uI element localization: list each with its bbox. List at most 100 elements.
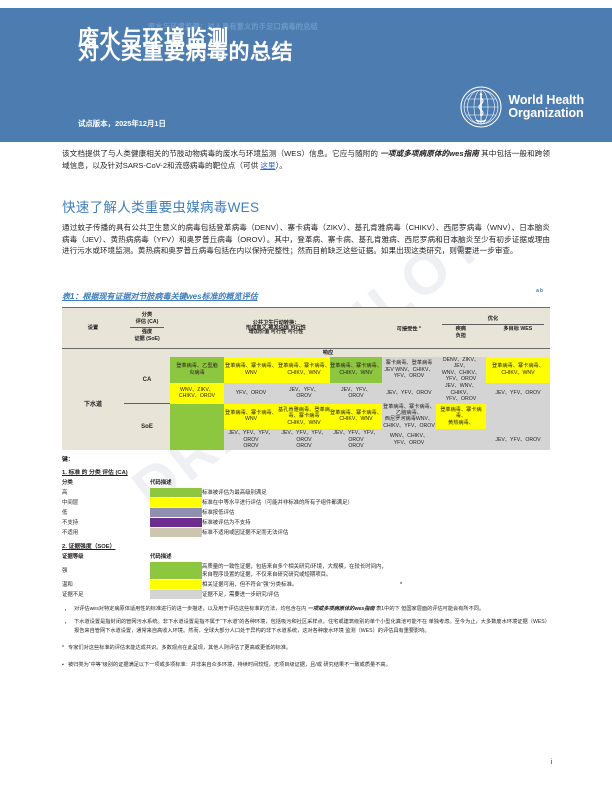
cell-ca-2-b: WNV: [244, 369, 258, 376]
who-org-name: World Health Organization: [508, 94, 584, 120]
legend-desc-strong-b: 来自程序设置的证据，不仅来自研究研究或短期项目。: [202, 572, 332, 579]
header-ghost-text: 废水与环境监测：对人具有意义的手足口病毒的总结: [148, 22, 318, 31]
cell-soesub-5-b: YFV、OROV: [393, 439, 425, 446]
footnote-d-text1: 被归类为“中等”级别的证据满足以下一项或多项标准：并非来自众多环境，持续时间较短…: [68, 662, 322, 669]
cell-soesub-5-a: WNV、CHIKV、: [389, 433, 429, 440]
cell-ca-6-a: DENV、ZIKV、JEV、: [442, 356, 480, 370]
cell-soesub-4: JEV、YFV、YFV、OROV OROV: [330, 429, 382, 451]
legend-item: 中间层 标准在中等水平进行评估（可能并非标准的所有子组件都满足）: [62, 497, 442, 507]
section-paragraph: 通过蚊子传播的具有公共卫生意义的病毒包括登革病毒（DENV）、寨卡病毒（ZIKV…: [62, 223, 550, 256]
footnote-b: ▪ 下水道设置是指封闭的管网污水系统。非下水道设置是指不属于“下水道”的各种环境…: [62, 618, 550, 634]
th-optimization-rule: [442, 323, 544, 325]
legend-desc-moderate: 相关证据可用，但不符合“强”分类标准。 d: [202, 579, 442, 589]
cell-ca-1-a: 登革病毒、乙型脑: [176, 363, 218, 370]
cell-ca-4: 登革病毒、寨卡病毒、 CHIKV、WNV: [330, 356, 382, 383]
cell-casub-1-a: WNV、ZIKV、: [179, 386, 214, 393]
legend-label-insufficient: 证据不足: [62, 592, 84, 599]
wes-assessment-table: 设置 分类 评估 (CA) 强度 证据 (SoE) 公共卫生行动转换： 形成意义…: [62, 306, 550, 451]
cell-soe-6-a: 登革病毒、寨卡病毒、: [440, 406, 482, 420]
cell-soesub-5: WNV、CHIKV、 YFV、OROV: [382, 429, 436, 451]
legend-desc-unsupported: 标准被评估为不支持: [202, 520, 251, 527]
legend-item: 证据不足 证据不足，需要进一步研究/评估: [62, 589, 442, 599]
cell-ca-4-b: CHIKV、WNV: [339, 369, 373, 376]
cell-soe-3: 基孔肯雅病毒、登革病毒、寨卡病毒 CHIKV、WNV: [278, 403, 330, 430]
cell-soe-3-b: CHIKV、WNV: [287, 419, 321, 426]
intro-text-b: 其中包括一般和跨领域信息，以及针对SARS-CoV-2和流感病毒的靶位点（可供: [62, 149, 550, 170]
legend-item: 不适用 标准不适用或因证据不足而无法评估: [62, 527, 442, 537]
th-overlap-a: 形成意义 被发估值 可行性: [246, 324, 306, 331]
metric-label-ca: CA: [124, 356, 170, 404]
cell-casub-3-a: JEV、YFV、: [289, 386, 319, 393]
cell-ca-3: 登革病毒、寨卡病毒、 CHIKV、WNV: [278, 356, 330, 383]
section-heading: 快速了解人类重要虫媒病毒WES: [62, 200, 260, 216]
legend-item: 高 标准被评估为最高级别满足: [62, 487, 442, 497]
cell-casub-5-a: JEV、YFV、OROV: [386, 389, 432, 396]
cell-ca-6: DENV、ZIKV、JEV、 WNV、CHIKV、YFV、OROV: [436, 356, 486, 383]
legend-label-strong: 强: [62, 568, 68, 575]
legend-header-row: 证据等级 代码描述: [62, 551, 442, 561]
legend-ca-table: 分类 代码描述 高 标准被评估为最高级别满足 中间层 标准在中等水平进行评估（可…: [62, 477, 442, 537]
cell-soe-5: 登革病毒、寨卡病毒、乙脑病毒、 西尼罗河病毒WNV、CHIKV、YFV、OROV: [382, 403, 436, 430]
legend-desc-insufficient: 证据不足，需要进一步研究/评估: [202, 592, 279, 599]
cell-ca-7-a: 登革病毒、寨卡病毒、: [492, 363, 544, 370]
cell-soe-4-a: 登革病毒、寨卡病毒、: [330, 410, 382, 416]
legend-col-code2: 代码描述: [150, 554, 172, 561]
footnote-a-bullet: ▪: [65, 606, 67, 612]
cell-ca-2: 登革病毒、寨卡病毒、 WNV: [224, 356, 278, 383]
footnotes-block: ▪ 对评估wes对特定病原体适用性的标准进行的进一步描述，以及用于评估这些标准的…: [62, 605, 550, 669]
cell-soesub-7-a: JEV、YFV、OROV: [495, 436, 541, 443]
cell-ca-6-b: WNV、CHIKV、YFV、OROV: [441, 369, 481, 383]
legend-desc-high: 标准被评估为最高级别满足: [202, 490, 267, 497]
cell-casub-7-a: JEV、YFV、OROV: [495, 389, 541, 396]
legend-desc-mid: 标准在中等水平进行评估（可能并非标准的所有子组件都满足）: [202, 500, 353, 507]
cell-soesub-2: JEV、YFV、YFV、OROV OROV: [224, 429, 278, 451]
cell-ca-3-b: CHIKV、WNV: [287, 369, 321, 376]
legend-swatch-strong: [150, 561, 202, 579]
legend-swatch-unsupported: [150, 517, 202, 527]
legend-desc-strong: 高质量的一致性证据，包括来自多个相关研究/环境，大规模，在较长时间内， 来自程序…: [202, 561, 442, 579]
cell-soesub-3-a: JEV、YFV、YFV、OROV: [281, 430, 327, 443]
th-acceptability-sup: c: [418, 323, 422, 329]
cell-soe-3-a: 基孔肯雅病毒、登革病毒、寨卡病毒: [278, 406, 330, 420]
footnote-b-text1: 下水道设置是指封闭的管网污水系统。非下水道设置是指不属于“下水道”的各种环境，包…: [74, 619, 428, 626]
intro-link[interactable]: 这里: [260, 160, 276, 170]
th-setting: 设置: [62, 307, 124, 349]
cell-soesub-2-a: JEV、YFV、YFV、OROV: [228, 430, 274, 443]
legend-item: 低 标准按低评估: [62, 507, 442, 517]
document-content: 该文档提供了与人类健康相关的节肢动物病毒的废水与环境监测（WES）信息。它应与随…: [0, 142, 612, 669]
cell-ca-3-a: 登革病毒、寨卡病毒、: [278, 363, 330, 370]
legend-item: 强 高质量的一致性证据，包括来自多个相关研究/环境，大规模，在较长时间内， 来自…: [62, 561, 442, 579]
cell-ca-5-a: 寨卡病毒、登革病毒: [385, 360, 433, 367]
footnote-d-text2: 研究结果不一致或质量不高。: [323, 662, 391, 669]
cell-soe-2: 登革病毒、寨卡病毒、 WNV: [224, 403, 278, 430]
cell-soesub-7: JEV、YFV、OROV: [486, 429, 550, 451]
cell-soe-5-b: 西尼罗河病毒WNV、CHIKV、YFV、OROV: [383, 416, 435, 429]
intro-paragraph: 该文档提供了与人类健康相关的节肢动物病毒的废水与环境监测（WES）信息。它应与随…: [62, 148, 550, 171]
intro-text-c: ）。: [275, 160, 287, 170]
cell-casub-6-b: YFV、OROV: [445, 396, 477, 403]
footnote-a-text3: 但国家层面的评估可能会有所不同。: [401, 606, 485, 613]
cell-soesub-3: JEV、YFV、YFV、OROV OROV: [278, 429, 330, 451]
page-header-banner: 废水与环境监测：对人具有意义的手足口病毒的总结 废水与环境监测 对人类重要病毒的…: [0, 8, 612, 142]
legend-desc-strong-a: 高质量的一致性证据，包括来自多个相关研究/环境，大规模，在较长时间内，: [202, 564, 387, 571]
legend-item: 不支持 标准被评估为不支持: [62, 517, 442, 527]
th-optimization: 优化 疾病 负担 多目标 WES: [436, 307, 550, 349]
footnote-c: * 专家们对这些标准的评估未能达成共识。多数观点在此呈现，其他人则评估了更高或更…: [62, 644, 550, 652]
cell-ca-2-a: 登革病毒、寨卡病毒、: [225, 363, 277, 370]
legend-swatch-moderate: [150, 579, 202, 589]
legend-desc-moderate-text: 相关证据可用，但不符合“强”分类标准。: [202, 582, 298, 589]
table-caption: 表1：根据现有证据对节肢病毒关键wes标准的概览评估 ab: [62, 288, 550, 302]
row-label-sewered: 下水道: [62, 356, 124, 451]
cell-ca-7-b: CHIKV、WNV: [501, 369, 535, 376]
cell-soesub-4-b: OROV: [348, 442, 364, 449]
cell-soe-2-a: 登革病毒、寨卡病毒、: [225, 410, 277, 416]
cell-casub-5: JEV、YFV、OROV: [382, 382, 436, 404]
cell-casub-4-a: JEV、YFV、: [341, 386, 371, 393]
cell-ca-4-a: 登革病毒、寨卡病毒、: [330, 363, 382, 370]
footnote-b-bullet: ▪: [65, 619, 67, 625]
table-header-row: 设置 分类 评估 (CA) 强度 证据 (SoE) 公共卫生行动转换： 形成意义…: [62, 307, 550, 349]
legend-swatch-na: [150, 527, 202, 537]
cell-ca-1-b: 炎病毒: [189, 369, 205, 376]
cell-soe-4-b: CHIKV、WNV: [339, 416, 373, 423]
who-org-line2: Organization: [508, 106, 584, 120]
